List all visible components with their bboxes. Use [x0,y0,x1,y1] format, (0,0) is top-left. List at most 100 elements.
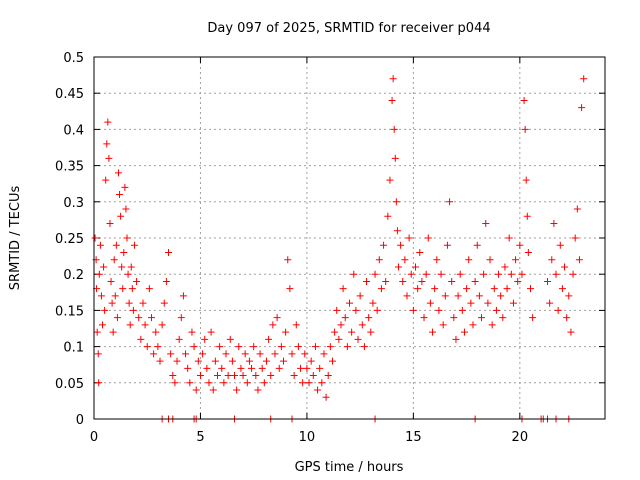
data-point [126,321,134,329]
data-point [182,350,190,358]
data-point [450,314,458,322]
data-point [301,350,309,358]
data-point [233,386,241,394]
data-point [123,234,131,242]
data-point [393,227,401,235]
data-point [454,292,462,300]
data-point [130,241,138,249]
data-point [111,292,119,300]
data-point [97,292,105,300]
data-point [252,372,260,380]
data-point [125,299,133,307]
data-point [117,212,125,220]
data-point [203,364,211,372]
data-point [558,285,566,293]
y-axis-label: SRMTID / TECUs [8,186,23,291]
data-point [548,256,556,264]
data-point [380,241,388,249]
data-point [435,306,443,314]
data-point [175,335,183,343]
data-point [497,292,505,300]
data-point [211,357,219,365]
data-point [488,321,496,329]
data-point [352,306,360,314]
data-point [109,328,117,336]
data-point [420,314,428,322]
data-point [348,328,356,336]
data-point [135,314,143,322]
data-point [546,299,554,307]
data-point [250,343,258,351]
data-point [121,183,129,191]
data-point [124,270,132,278]
x-tick-label: 10 [299,430,316,445]
data-point [324,372,332,380]
data-point [575,256,583,264]
data-point [507,270,515,278]
data-point [114,169,122,177]
data-point [429,328,437,336]
data-point [213,372,221,380]
data-point [271,350,279,358]
data-point [365,314,373,322]
data-point [399,277,407,285]
data-point [482,220,490,228]
data-point [113,314,121,322]
data-point [273,314,281,322]
data-point [143,343,151,351]
data-point [137,335,145,343]
data-point [284,256,292,264]
data-point [133,277,141,285]
data-point [91,234,99,242]
y-tick-label: 0.35 [55,160,84,175]
data-point [431,285,439,293]
data-point [260,379,268,387]
data-point [514,277,522,285]
data-point [422,270,430,278]
data-point [95,379,103,387]
data-point [290,372,298,380]
data-point [265,335,273,343]
data-point [492,306,500,314]
data-point [505,234,513,242]
data-point [171,379,179,387]
data-point [188,328,196,336]
data-point [382,277,390,285]
data-point [207,328,215,336]
data-point [563,314,571,322]
data-point [239,372,247,380]
data-point [231,372,239,380]
data-point [104,118,112,126]
data-point [360,343,368,351]
data-point [391,154,399,162]
grid [94,57,605,419]
data-point [550,220,558,228]
data-point [561,263,569,271]
data-point [335,335,343,343]
data-point [322,393,330,401]
data-point [567,328,575,336]
data-point [190,343,198,351]
data-point [248,364,256,372]
data-point [173,357,181,365]
data-point [160,299,168,307]
data-point [101,306,109,314]
data-point [275,364,283,372]
data-point [262,357,270,365]
data-point [235,343,243,351]
data-point [418,277,426,285]
data-point [384,212,392,220]
data-point [412,263,420,271]
data-point [441,292,449,300]
data-point [373,306,381,314]
y-tick-label: 0.15 [55,304,84,319]
data-point [237,364,245,372]
data-point [573,205,581,213]
data-point [473,241,481,249]
data-point [407,270,415,278]
data-point [226,335,234,343]
x-tick-label: 20 [512,430,529,445]
data-point [460,328,468,336]
data-point [424,234,432,242]
